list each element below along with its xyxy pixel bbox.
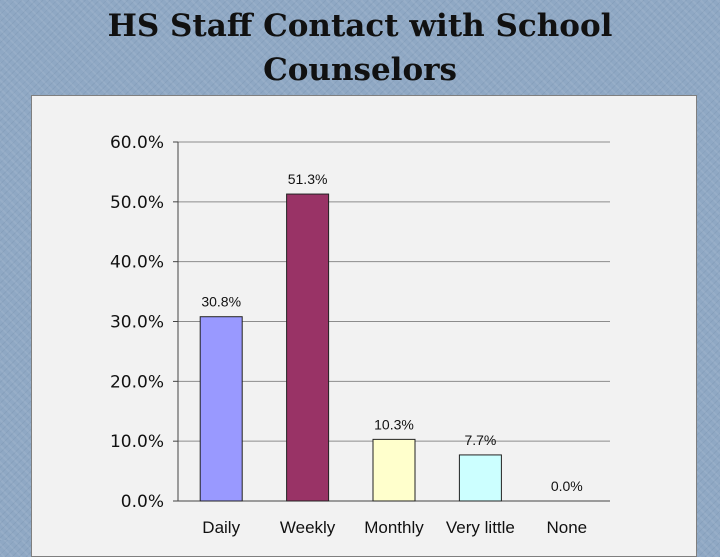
category-label: Daily xyxy=(202,518,240,537)
chart-title: HS Staff Contact with School Counselors xyxy=(0,4,720,92)
bar-weekly xyxy=(286,193,330,502)
data-label: 30.8% xyxy=(201,294,241,310)
data-label: 10.3% xyxy=(374,416,414,432)
y-tick-label: 50.0% xyxy=(110,193,164,213)
plot-area xyxy=(31,95,697,557)
category-label: Weekly xyxy=(280,518,336,537)
y-tick-label: 40.0% xyxy=(110,253,164,273)
data-label: 7.7% xyxy=(464,432,496,448)
data-label: 51.3% xyxy=(288,171,328,187)
title-line-2: Counselors xyxy=(263,52,457,88)
data-label: 0.0% xyxy=(551,478,583,494)
y-tick-label: 10.0% xyxy=(110,432,164,452)
y-tick-label: 20.0% xyxy=(110,372,164,392)
y-tick-label: 0.0% xyxy=(121,492,164,512)
bar-monthly xyxy=(372,438,416,502)
bar-daily xyxy=(199,316,243,502)
title-line-1: HS Staff Contact with School xyxy=(107,8,613,44)
bar-very-little xyxy=(458,454,502,502)
y-tick-label: 30.0% xyxy=(110,313,164,333)
y-tick-label: 60.0% xyxy=(110,133,164,153)
bar-chart: 0.0% 10.0% 20.0% 30.0% 40.0% 50.0% 60.0% 30.8% D… xyxy=(110,133,610,537)
category-label: Monthly xyxy=(364,518,424,537)
category-label: None xyxy=(546,518,587,537)
category-label: Very little xyxy=(446,518,515,537)
